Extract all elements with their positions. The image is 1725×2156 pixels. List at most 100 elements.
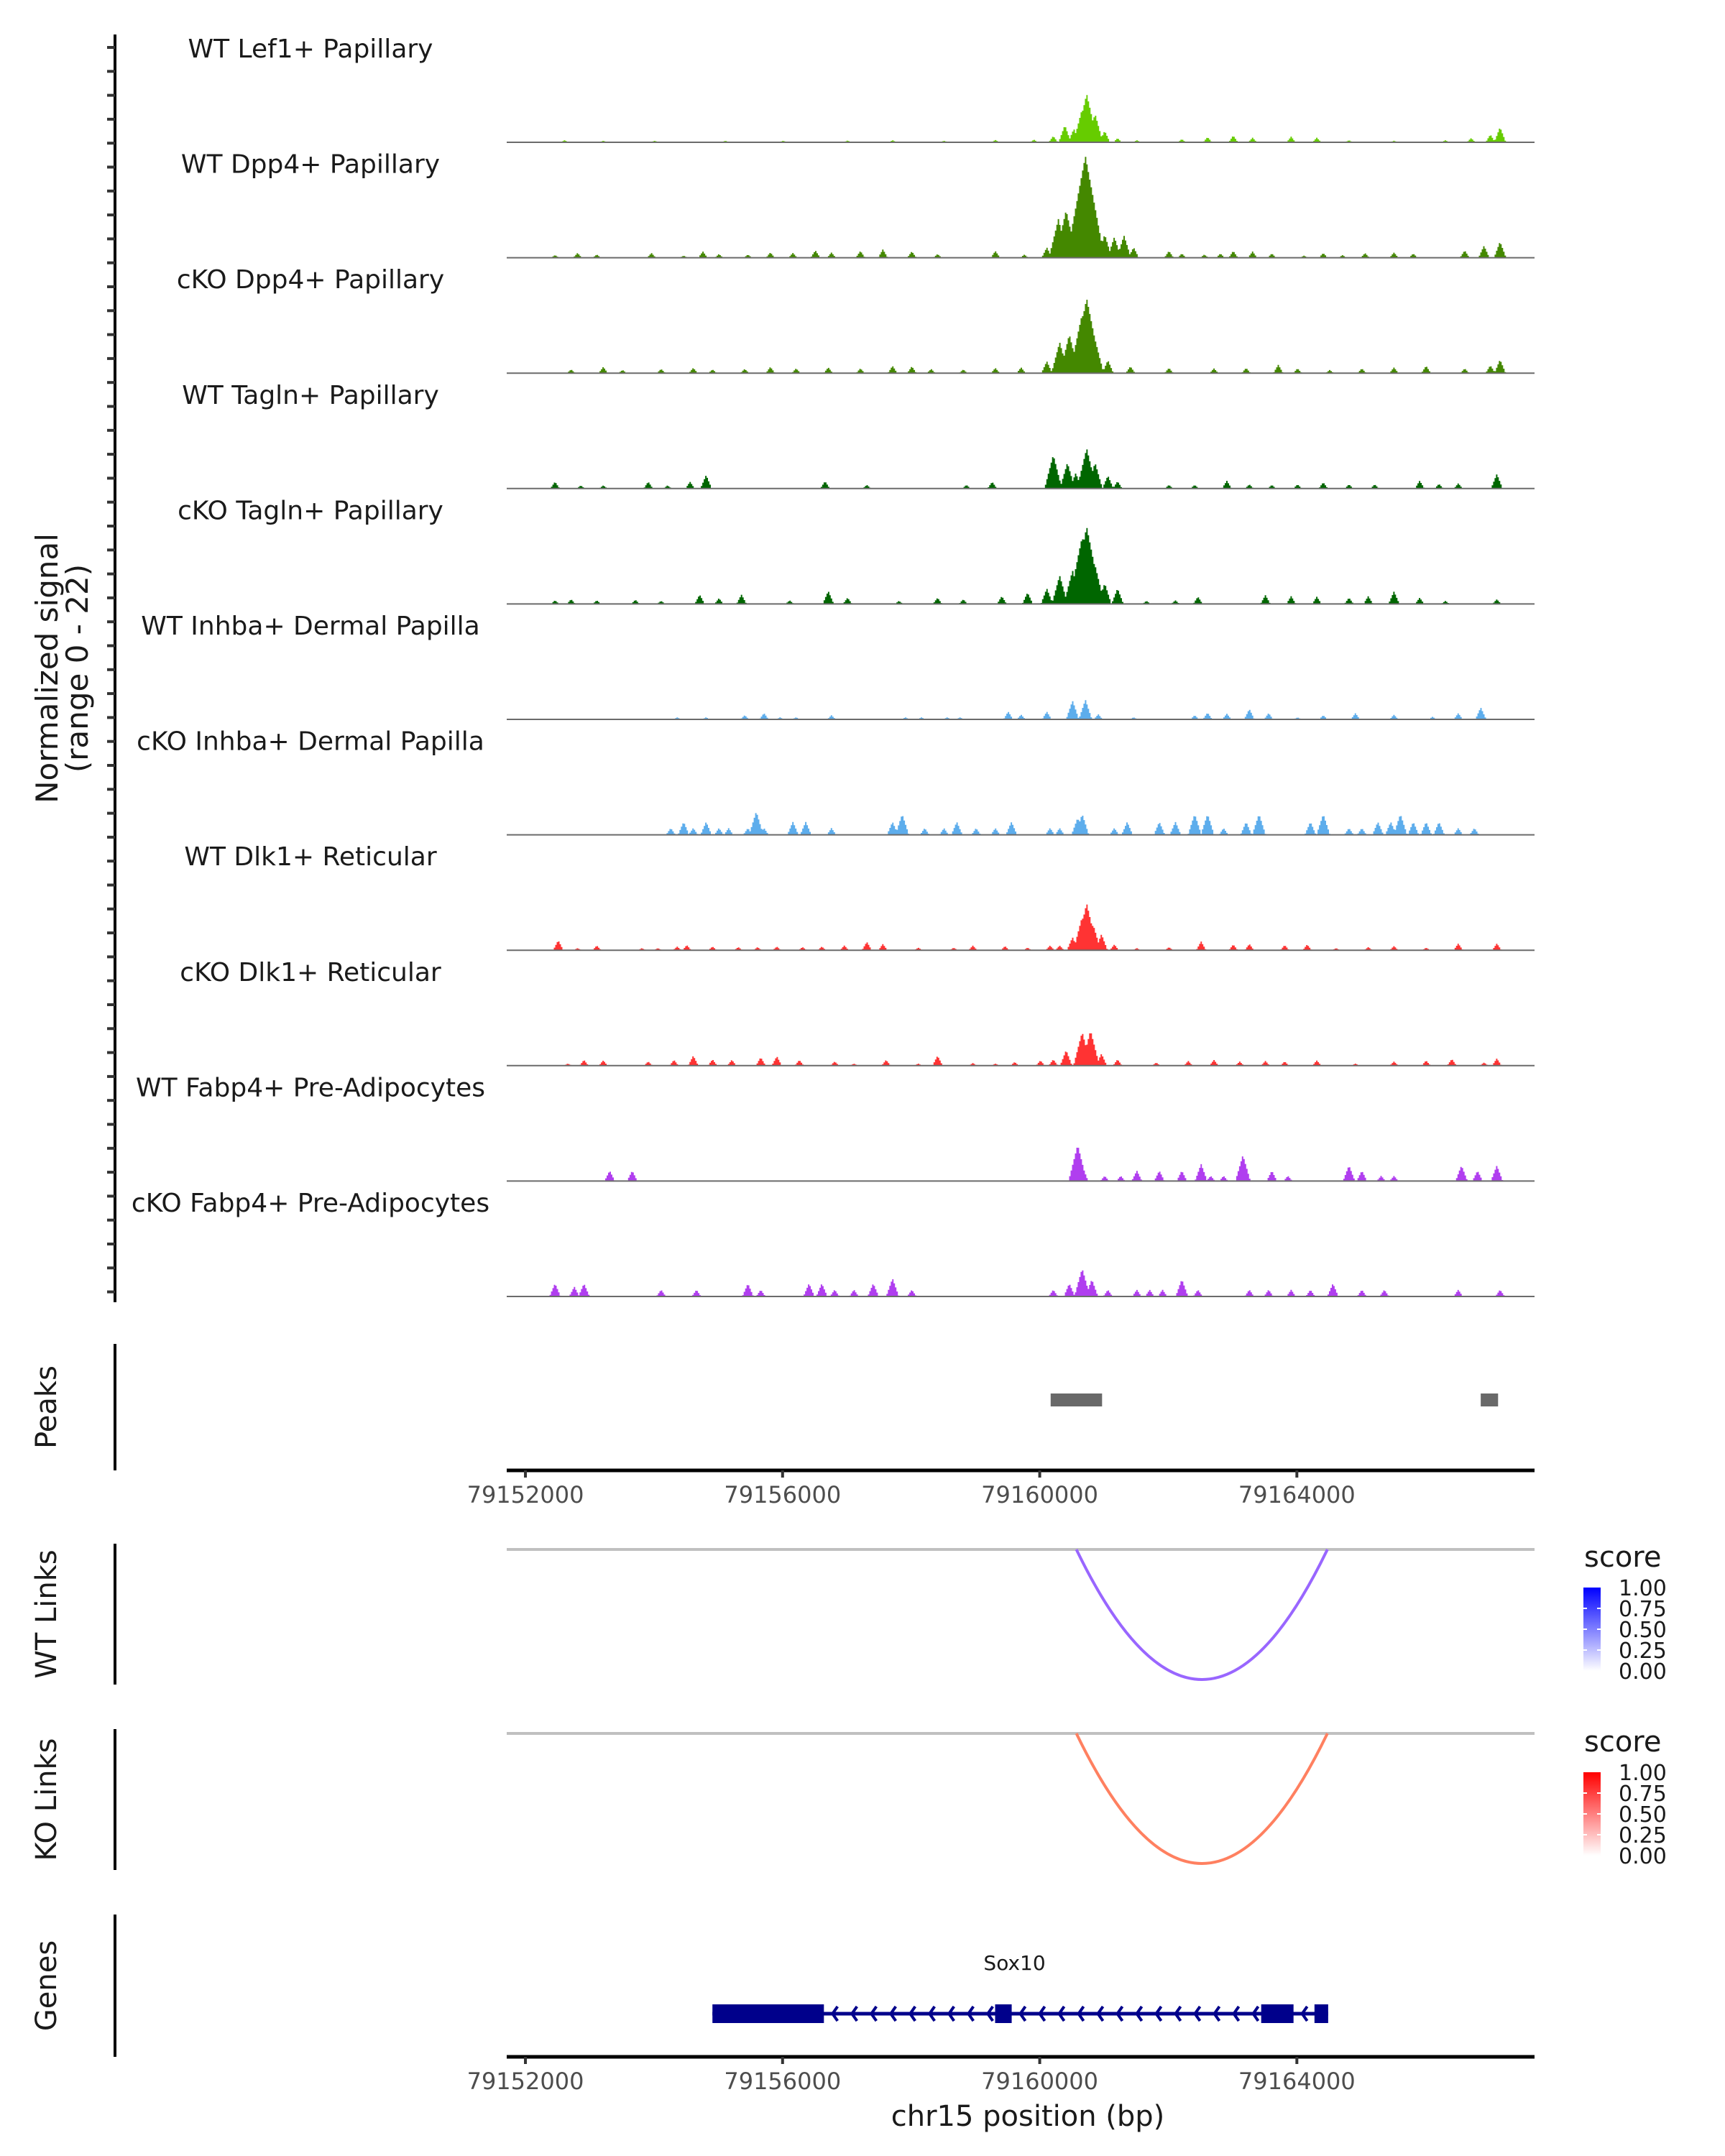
legend-tick-label: 0.75 xyxy=(1619,1782,1667,1807)
strand-arrow xyxy=(1116,2005,1124,2022)
x-tick-label: 79164000 xyxy=(1238,2068,1356,2095)
coverage-panel: Normalized signal (range 0 - 22) WT Lef1… xyxy=(29,34,1535,1302)
coverage-area xyxy=(507,813,1535,835)
links-panels: WT Links KO Links score1.000.750.500.250… xyxy=(30,1541,1667,1870)
link-arc xyxy=(1075,1549,1329,1681)
strand-arrow xyxy=(888,2005,897,2022)
track-label: WT Tagln+ Papillary xyxy=(182,381,439,410)
coverage-track: cKO Tagln+ Papillary xyxy=(178,496,1535,605)
legend-tick-label: 1.00 xyxy=(1619,1576,1667,1601)
coverage-track: cKO Inhba+ Dermal Papilla xyxy=(137,727,1535,836)
gene-model: Sox10 xyxy=(712,1951,1328,2023)
track-label: cKO Tagln+ Papillary xyxy=(178,496,443,525)
track-label: cKO Dpp4+ Papillary xyxy=(177,265,444,295)
coverage-track: cKO Fabp4+ Pre-Adipocytes xyxy=(132,1189,1535,1297)
peak-region xyxy=(1050,1393,1103,1406)
legend-title: score xyxy=(1584,1541,1661,1574)
legend-tick-label: 0.25 xyxy=(1619,1823,1667,1848)
coverage-area xyxy=(507,1148,1535,1181)
strand-arrow xyxy=(1057,2005,1066,2022)
strand-arrow xyxy=(1038,2005,1046,2022)
link-arc xyxy=(1075,1733,1329,1865)
strand-arrow xyxy=(985,2005,994,2022)
x-tick-label: 79160000 xyxy=(981,1481,1098,1508)
coverage-track: cKO Dpp4+ Papillary xyxy=(177,265,1535,374)
peaks-label: Peaks xyxy=(30,1365,63,1449)
strand-arrow xyxy=(1018,2005,1027,2022)
strand-arrow xyxy=(850,2005,858,2022)
strand-arrow xyxy=(1251,2005,1260,2022)
coverage-area xyxy=(507,157,1535,258)
strand-arrow xyxy=(1154,2005,1163,2022)
ko-links-label: KO Links xyxy=(30,1738,63,1861)
strand-arrow xyxy=(1096,2005,1105,2022)
coverage-y-ticks xyxy=(107,46,115,1294)
gene-exon xyxy=(712,2004,824,2023)
strand-arrow xyxy=(908,2005,916,2022)
x-axis-bottom: 79152000 79156000 79160000 79164000 xyxy=(467,2055,1535,2095)
gene-name-label: Sox10 xyxy=(983,1951,1045,1975)
strand-arrow xyxy=(947,2005,955,2022)
track-label: cKO Fabp4+ Pre-Adipocytes xyxy=(132,1189,489,1218)
legend-tick-label: 0.75 xyxy=(1619,1597,1667,1622)
legend-tick-label: 1.00 xyxy=(1619,1761,1667,1786)
legend-tick-label: 0.00 xyxy=(1619,1659,1667,1685)
x-tick-label: 79156000 xyxy=(724,2068,841,2095)
coverage-track: WT Fabp4+ Pre-Adipocytes xyxy=(136,1073,1535,1182)
legend-tick-label: 0.00 xyxy=(1619,1844,1667,1869)
coverage-track: cKO Dlk1+ Reticular xyxy=(180,958,1535,1067)
strand-arrow xyxy=(869,2005,878,2022)
gene-exon xyxy=(1261,2004,1294,2023)
x-tick-label: 79164000 xyxy=(1238,1481,1356,1508)
score-legends: score1.000.750.500.250.00score1.000.750.… xyxy=(1583,1541,1667,1869)
genes-panel: Genes Sox10 79152000 79156000 79160000 7916… xyxy=(30,1915,1535,2133)
strand-arrow xyxy=(1213,2005,1221,2022)
x-tick-label: 79152000 xyxy=(467,2068,584,2095)
strand-arrow xyxy=(1300,2005,1309,2022)
coverage-area xyxy=(507,95,1535,142)
coverage-tracks: WT Lef1+ Papillary WT Dpp4+ Papillary cKO … xyxy=(132,34,1535,1297)
legend-tick-label: 0.25 xyxy=(1619,1639,1667,1664)
strand-arrow xyxy=(1193,2005,1202,2022)
strand-arrow xyxy=(927,2005,936,2022)
x-axis-title: chr15 position (bp) xyxy=(891,2100,1165,2133)
legend-tick-label: 0.50 xyxy=(1619,1618,1667,1643)
strand-arrow xyxy=(1174,2005,1182,2022)
coverage-y-label-line1: Normalized signal xyxy=(29,533,65,803)
coverage-track: WT Dlk1+ Reticular xyxy=(184,842,1535,952)
strand-arrow xyxy=(1232,2005,1241,2022)
x-tick-label: 79160000 xyxy=(981,2068,1098,2095)
track-label: WT Inhba+ Dermal Papilla xyxy=(141,612,479,641)
coverage-y-label-line2: (range 0 - 22) xyxy=(60,564,95,773)
legend-title: score xyxy=(1584,1726,1661,1759)
coverage-area xyxy=(507,528,1535,604)
track-label: WT Fabp4+ Pre-Adipocytes xyxy=(136,1073,485,1102)
x-tick-label: 79152000 xyxy=(467,1481,584,1508)
track-label: WT Lef1+ Papillary xyxy=(188,34,433,64)
track-label: WT Dpp4+ Papillary xyxy=(181,150,440,180)
gene-exon xyxy=(995,2004,1012,2023)
strand-arrow xyxy=(1135,2005,1144,2022)
legend-tick-label: 0.50 xyxy=(1619,1802,1667,1828)
coverage-track: WT Dpp4+ Papillary xyxy=(181,150,1535,259)
x-tick-label: 79156000 xyxy=(724,1481,841,1508)
link-arcs xyxy=(507,1548,1535,1865)
coverage-area xyxy=(507,904,1535,951)
coverage-area xyxy=(507,1033,1535,1066)
genes-label: Genes xyxy=(30,1940,63,2031)
x-axis-top: 79152000 79156000 79160000 79164000 xyxy=(467,1468,1535,1508)
coverage-area xyxy=(507,449,1535,489)
track-label: WT Dlk1+ Reticular xyxy=(184,842,436,872)
peak-region xyxy=(1481,1393,1499,1406)
wt-links-label: WT Links xyxy=(30,1549,63,1678)
coverage-track: WT Tagln+ Papillary xyxy=(182,381,1535,489)
track-label: cKO Inhba+ Dermal Papilla xyxy=(137,727,484,757)
strand-arrow xyxy=(966,2005,975,2022)
gene-exon xyxy=(1314,2004,1328,2023)
peak-regions xyxy=(1050,1393,1499,1406)
gene-models: Sox10 xyxy=(712,1951,1328,2023)
coverage-track: WT Lef1+ Papillary xyxy=(188,34,1535,143)
coverage-area xyxy=(507,300,1535,374)
coverage-area xyxy=(507,700,1535,719)
